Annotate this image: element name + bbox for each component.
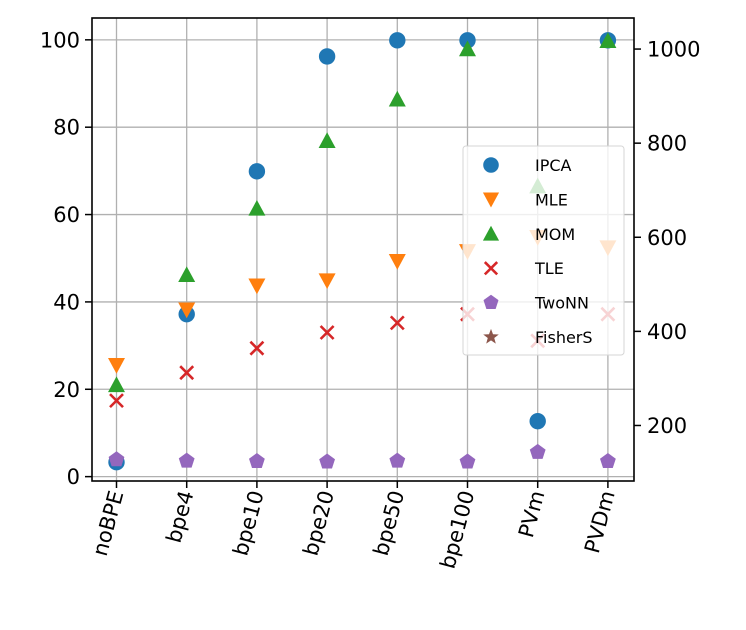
data-point-twonn: [389, 452, 406, 468]
data-point-mle: [178, 302, 196, 319]
legend-marker-tle: [483, 261, 499, 276]
y-right-tick-label: 600: [647, 226, 687, 250]
data-point-tle: [249, 340, 265, 356]
legend-box: [462, 145, 625, 356]
legend-marker-fishers: [483, 328, 499, 344]
data-point-mle: [108, 358, 125, 374]
data-point-ipca: [459, 32, 476, 49]
x-tick-label: bpe4: [162, 488, 199, 545]
x-tick-label: bpe20: [299, 488, 339, 558]
legend-label: TLE: [534, 259, 564, 278]
y-right-tick-label: 200: [647, 414, 687, 438]
y-right-tick-label: 1000: [647, 38, 700, 62]
data-point-twonn: [249, 453, 265, 469]
data-point-mle: [388, 254, 406, 270]
data-point-tle: [109, 393, 124, 409]
data-point-twonn: [108, 451, 125, 467]
x-tick-label: bpe10: [228, 488, 268, 558]
data-point-tle: [319, 325, 335, 340]
x-tick-label: PVm: [514, 488, 549, 540]
legend-label: MLE: [535, 190, 568, 209]
legend-marker-twonn: [483, 294, 499, 309]
data-points: [108, 32, 617, 471]
y-left-tick-label: 80: [53, 116, 80, 140]
y-left-tick-label: 40: [53, 290, 80, 314]
data-point-tle: [179, 365, 195, 381]
data-point-mom: [318, 132, 336, 148]
data-point-mle: [318, 273, 336, 290]
data-point-ipca: [318, 48, 336, 65]
x-tick-label: PVDm: [580, 488, 620, 556]
legend-label: MOM: [535, 225, 575, 244]
legend-marker-mle: [482, 192, 500, 208]
legend-marker-ipca: [483, 157, 499, 173]
data-point-tle: [389, 315, 405, 331]
data-point-twonn: [600, 453, 616, 469]
legend: IPCA MLE MOM TLE TwoNN FisherS: [462, 145, 625, 356]
x-tick-label: bpe100: [436, 488, 480, 571]
data-point-mom: [248, 199, 266, 216]
legend-marker-mom: [482, 225, 500, 241]
data-point-twonn: [178, 452, 195, 468]
data-point-ipca: [389, 32, 406, 49]
y-right-tick-label: 800: [647, 132, 687, 156]
axes: 0 20 40 60 80 100 200 400 600 800 1000 noBPE bpe4 bpe…: [40, 17, 700, 571]
data-point-mom: [108, 376, 125, 393]
data-point-mom: [388, 90, 406, 107]
data-point-mom: [178, 266, 196, 283]
data-point-mom: [599, 32, 617, 48]
data-point-ipca: [529, 412, 546, 430]
data-point-mle: [248, 278, 266, 295]
data-point-twonn: [319, 453, 335, 469]
y-left-tick-label: 20: [53, 378, 80, 402]
y-right-tick-label: 400: [647, 320, 687, 344]
legend-label: IPCA: [535, 156, 572, 175]
y-left-tick-label: 0: [67, 465, 80, 489]
y-left-tick-label: 100: [40, 28, 80, 52]
x-tick-label: noBPE: [88, 488, 128, 558]
data-point-twonn: [529, 443, 546, 459]
data-point-twonn: [459, 453, 476, 469]
y-left-tick-label: 60: [53, 203, 80, 227]
data-point-mom: [459, 40, 476, 57]
x-tick-label: bpe50: [369, 488, 409, 558]
legend-label: TwoNN: [534, 294, 589, 313]
plot-frame: [91, 17, 635, 482]
data-point-ipca: [248, 163, 266, 180]
legend-label: FisherS: [535, 328, 593, 347]
